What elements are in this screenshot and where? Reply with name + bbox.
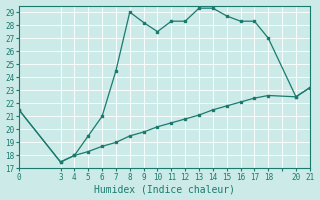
X-axis label: Humidex (Indice chaleur): Humidex (Indice chaleur) (94, 184, 235, 194)
